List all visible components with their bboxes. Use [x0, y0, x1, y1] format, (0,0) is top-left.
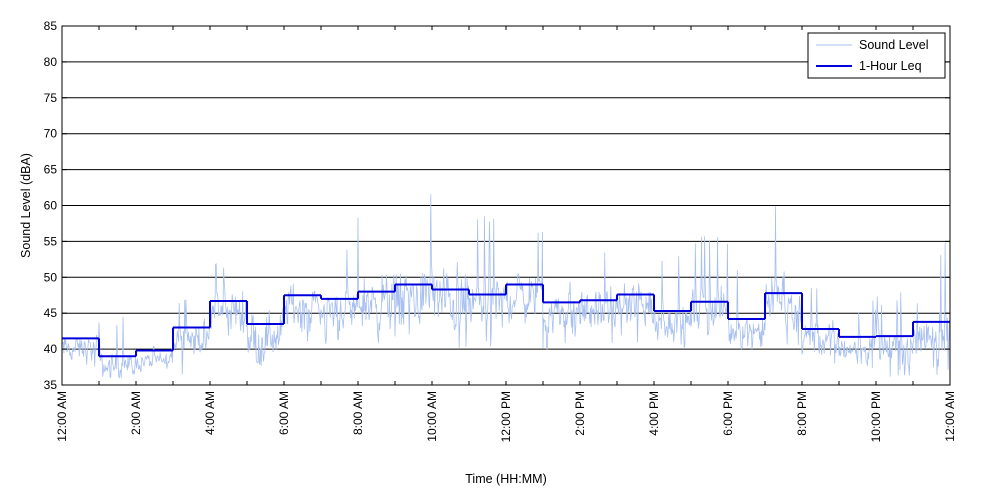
y-tick-label: 55	[44, 234, 58, 248]
y-tick-label: 45	[44, 306, 58, 320]
x-tick-label: 8:00 AM	[351, 391, 365, 435]
y-tick-label: 50	[44, 270, 58, 284]
y-tick-label: 65	[44, 163, 58, 177]
x-tick-label: 10:00 AM	[425, 391, 439, 442]
x-tick-label: 12:00 AM	[943, 391, 957, 442]
y-tick-label: 85	[44, 19, 58, 33]
axis-ticks	[61, 25, 951, 386]
y-axis-title: Sound Level (dBA)	[19, 153, 33, 258]
y-tick-label: 35	[44, 378, 58, 392]
legend-label-sound-level: Sound Level	[859, 38, 929, 52]
legend: Sound Level 1-Hour Leq	[807, 32, 946, 79]
legend-label-1-hour-leq: 1-Hour Leq	[859, 59, 922, 73]
x-tick-label: 2:00 AM	[129, 391, 143, 435]
x-tick-label: 4:00 AM	[203, 391, 217, 435]
x-tick-label: 6:00 AM	[277, 391, 291, 435]
y-tick-label: 80	[44, 55, 58, 69]
y-tick-labels: 35 40 45 50 55 60 65 70 75 80 85	[44, 19, 58, 392]
x-tick-labels: 12:00 AM 2:00 AM 4:00 AM 6:00 AM 8:00 AM 10:0…	[55, 391, 957, 442]
x-axis-title: Time (HH:MM)	[465, 472, 546, 486]
x-tick-label: 10:00 PM	[869, 391, 883, 442]
gridlines	[62, 61, 950, 350]
y-tick-label: 40	[44, 342, 58, 356]
x-tick-label: 4:00 PM	[647, 391, 661, 436]
x-tick-label: 6:00 PM	[721, 391, 735, 436]
y-tick-label: 60	[44, 199, 58, 213]
x-tick-label: 12:00 PM	[499, 391, 513, 442]
legend-box	[807, 32, 946, 79]
x-tick-label: 12:00 AM	[55, 391, 69, 442]
y-tick-label: 75	[44, 91, 58, 105]
y-tick-label: 70	[44, 127, 58, 141]
x-tick-label: 2:00 PM	[573, 391, 587, 436]
x-tick-label: 8:00 PM	[795, 391, 809, 436]
series-group	[61, 194, 951, 379]
